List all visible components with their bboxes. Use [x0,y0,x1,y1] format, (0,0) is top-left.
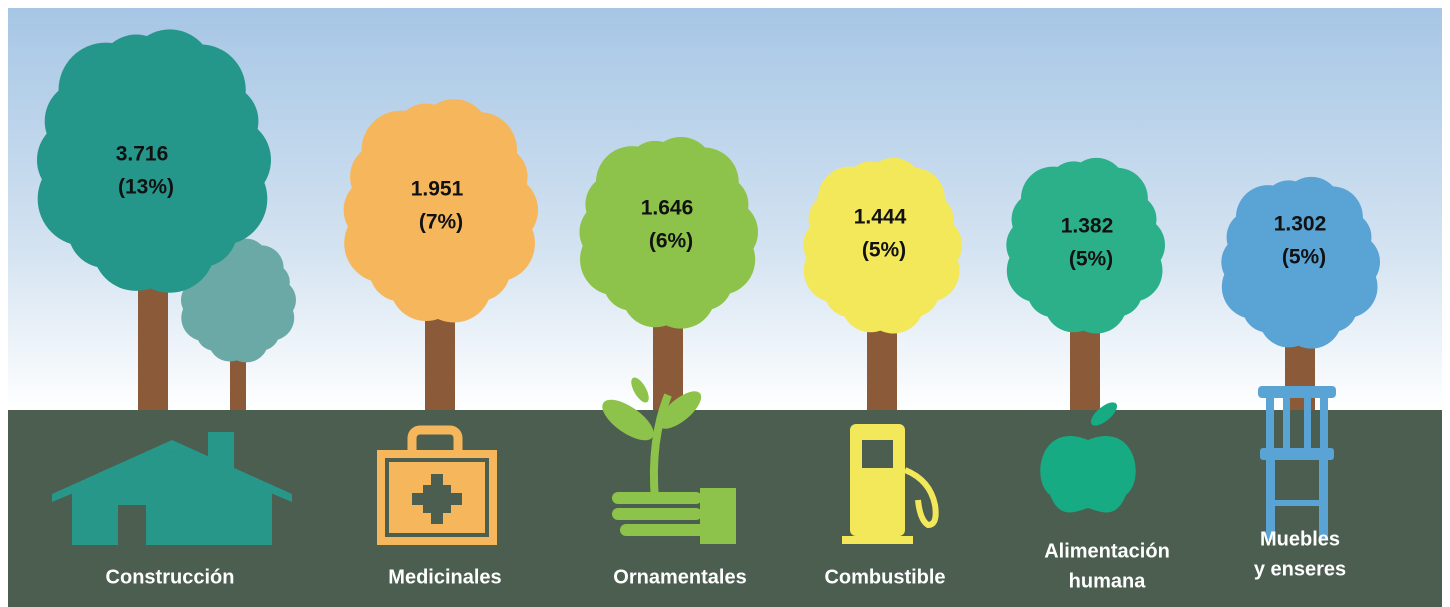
item-value: 1.951 [411,178,464,201]
item-percent: (13%) [118,176,174,199]
item-percent: (6%) [649,230,693,253]
canopy-lobe [691,176,748,233]
infographic: 3.716 (13%) Construcción 1.951 (7%) Medicinal… [0,0,1450,607]
canopy-lobe [1321,212,1372,263]
item-value: 1.382 [1061,215,1114,238]
item-label: Alimentación [1044,540,1170,562]
canopy-lobe [253,264,290,301]
item-value: 1.302 [1274,213,1327,236]
canopy-lobe [903,194,954,245]
item-label: Construcción [106,566,235,588]
item-percent: (5%) [1069,248,1113,271]
item-value: 1.444 [854,206,907,229]
item-label: Muebles [1260,528,1340,550]
canopy-lobe [184,84,259,159]
item-label: Medicinales [388,566,501,588]
item-label: Combustible [824,566,945,588]
item-value: 3.716 [116,143,169,166]
item-label: Ornamentales [613,566,746,588]
canopy-lobe [465,146,527,208]
item-value: 1.646 [641,197,694,220]
item-percent: (7%) [419,211,463,234]
item-label: y enseres [1254,558,1346,580]
item-label: humana [1069,570,1147,592]
item-percent: (5%) [1282,246,1326,269]
item-percent: (5%) [862,239,906,262]
canopy-lobe [1106,194,1157,245]
